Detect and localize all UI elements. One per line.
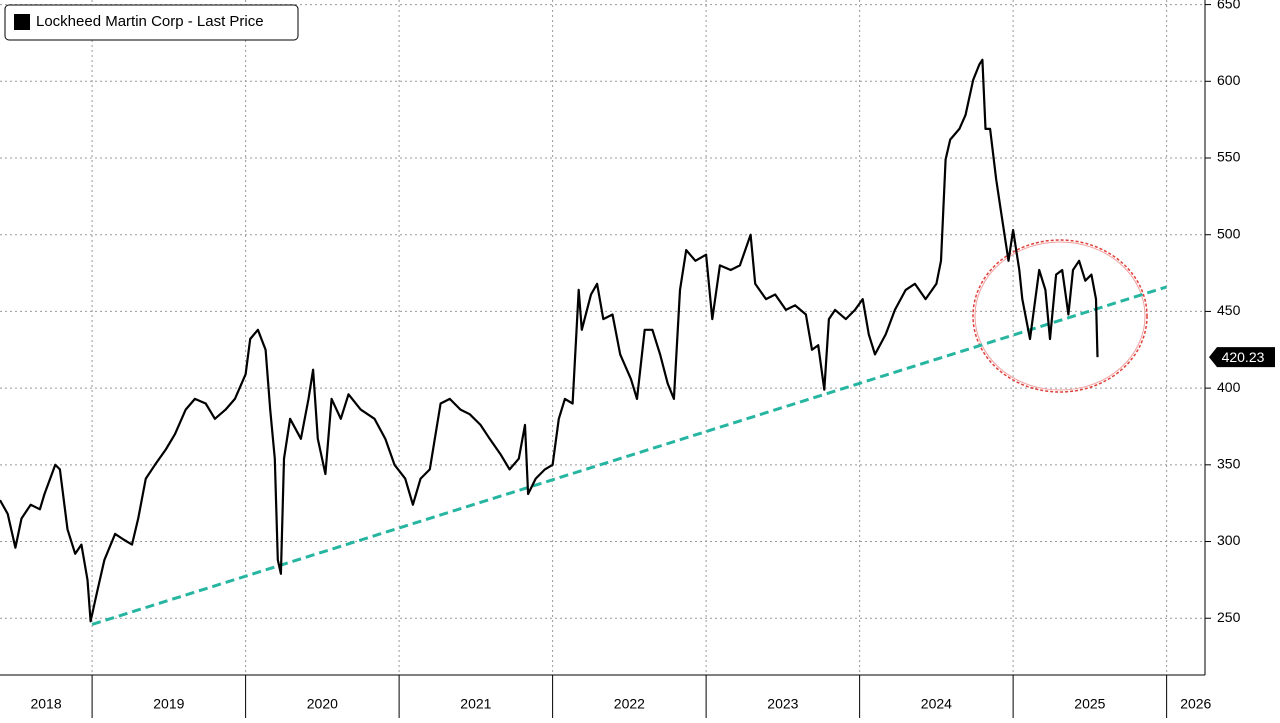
last-price-label: 420.23: [1222, 349, 1265, 365]
y-tick-label: 300: [1217, 532, 1241, 548]
highlight-circle-inner: [974, 241, 1146, 391]
legend-swatch: [14, 14, 30, 30]
y-tick-label: 250: [1217, 609, 1241, 625]
x-tick-label: 2019: [153, 696, 184, 712]
legend-label: Lockheed Martin Corp - Last Price: [36, 13, 264, 30]
price-line: [0, 58, 1099, 623]
highlight-circle: [972, 239, 1148, 393]
y-tick-label: 400: [1217, 379, 1241, 395]
last-price-tag: [1209, 347, 1275, 368]
x-tick-label: 2024: [921, 696, 952, 712]
grid: [0, 0, 1205, 675]
y-tick-label: 650: [1217, 0, 1241, 11]
trend-line: [91, 285, 1168, 626]
x-tick-label: 2021: [460, 696, 491, 712]
x-tick-label: 2020: [307, 696, 338, 712]
x-tick-label: 2018: [30, 696, 61, 712]
y-tick-label: 600: [1217, 72, 1241, 88]
x-tick-label: 2022: [614, 696, 645, 712]
legend-box: [4, 4, 299, 41]
x-tick-label: 2026: [1180, 696, 1211, 712]
y-tick-label: 350: [1217, 456, 1241, 472]
x-tick-label: 2025: [1074, 696, 1105, 712]
y-tick-label: 500: [1217, 225, 1241, 241]
x-tick-label: 2023: [767, 696, 798, 712]
y-tick-label: 450: [1217, 302, 1241, 318]
y-tick-label: 550: [1217, 149, 1241, 165]
